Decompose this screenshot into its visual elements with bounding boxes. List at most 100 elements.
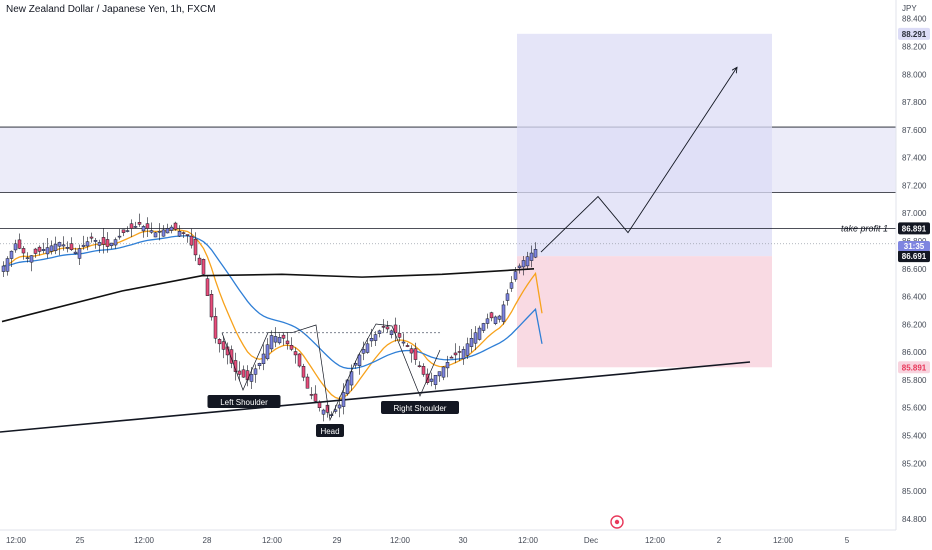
projection-arrow[interactable]	[540, 67, 737, 253]
candle-body	[405, 345, 410, 347]
candle-body	[89, 236, 94, 239]
candle	[433, 375, 438, 390]
candle	[381, 319, 386, 333]
candle-body	[437, 371, 442, 377]
candle	[525, 251, 530, 270]
candle-body	[9, 250, 14, 259]
candle-body	[473, 332, 478, 344]
candle-body	[533, 249, 538, 258]
candle	[133, 221, 138, 229]
candle-body	[149, 230, 154, 233]
candle	[521, 255, 526, 276]
pattern-outline[interactable]	[221, 323, 441, 422]
candle	[33, 247, 38, 258]
y-tick-label: 86.200	[902, 320, 927, 329]
y-tick-label: 85.000	[902, 487, 927, 496]
stop-zone[interactable]	[517, 256, 772, 368]
candle	[413, 342, 418, 365]
candle-body	[493, 316, 498, 324]
candle	[113, 237, 118, 249]
candle	[461, 346, 466, 365]
candle	[169, 224, 174, 234]
target-zone[interactable]	[517, 33, 772, 257]
support-trendline[interactable]	[0, 361, 751, 433]
candle	[337, 396, 342, 418]
pattern-label: Left Shoulder	[207, 395, 281, 408]
candle	[145, 217, 150, 237]
candle-body	[121, 229, 126, 233]
candle	[357, 353, 362, 375]
candle	[421, 363, 426, 377]
candle	[157, 223, 162, 241]
candle-body	[13, 243, 18, 251]
pattern-label-box	[207, 395, 281, 408]
candle-body	[449, 356, 454, 359]
candle	[257, 362, 262, 370]
candle	[61, 236, 66, 251]
candle-body	[313, 393, 318, 402]
candle-body	[125, 230, 130, 232]
candle-body	[517, 265, 522, 268]
candle-body	[385, 326, 390, 330]
x-tick-label: 12:00	[262, 536, 283, 545]
replay-icon[interactable]	[610, 515, 624, 529]
candle	[397, 324, 402, 342]
x-tick-label: 12:00	[645, 536, 666, 545]
candle-body	[5, 258, 10, 272]
candle-body	[137, 222, 142, 225]
candle-body	[17, 239, 22, 249]
candle-body	[261, 353, 266, 364]
candle	[281, 332, 286, 346]
candle-body	[377, 330, 382, 334]
candle	[389, 329, 394, 339]
candle-body	[413, 348, 418, 360]
candle-body	[53, 243, 58, 251]
chart-title: New Zealand Dollar / Japanese Yen, 1h, F…	[6, 4, 216, 15]
candle-body	[401, 341, 406, 344]
y-tick-label: 85.200	[902, 459, 927, 468]
candle-body	[185, 234, 190, 236]
x-tick-label: 12:00	[518, 536, 539, 545]
candle-body	[133, 226, 138, 228]
candle	[209, 289, 214, 321]
candle	[453, 343, 458, 364]
candle-body	[237, 370, 242, 375]
price-tag-text: 85.891	[902, 363, 927, 372]
candle-body	[97, 242, 102, 246]
candle-body	[469, 338, 474, 347]
candle-body	[181, 232, 186, 234]
candle	[129, 219, 134, 237]
candle-body	[489, 312, 494, 319]
candle	[29, 255, 34, 272]
candle	[41, 242, 46, 254]
candle	[297, 353, 302, 368]
candle	[277, 333, 282, 345]
candle-body	[201, 259, 206, 275]
candle	[313, 385, 318, 403]
candle	[229, 345, 234, 369]
candle-body	[309, 394, 314, 396]
candle-body	[109, 242, 114, 247]
candle-body	[177, 231, 182, 237]
candle	[125, 226, 130, 233]
candle	[285, 332, 290, 350]
candle	[141, 224, 146, 238]
candle-body	[245, 370, 250, 381]
candle-body	[21, 248, 26, 254]
price-tag-box	[898, 250, 930, 263]
candle-body	[365, 343, 370, 353]
candle	[65, 241, 70, 253]
price-tag-take-profit: 86.891	[898, 222, 930, 235]
candle-body	[25, 257, 30, 259]
candle	[341, 383, 346, 415]
candle-body	[73, 251, 78, 254]
price-tag-target: 88.291	[898, 27, 930, 40]
candle	[13, 239, 18, 253]
x-tick-label: 30	[459, 536, 468, 545]
candle-body	[361, 349, 366, 354]
candle	[261, 344, 266, 371]
candle-body	[37, 246, 42, 252]
pattern-label-box	[316, 424, 344, 437]
candle	[77, 244, 82, 266]
